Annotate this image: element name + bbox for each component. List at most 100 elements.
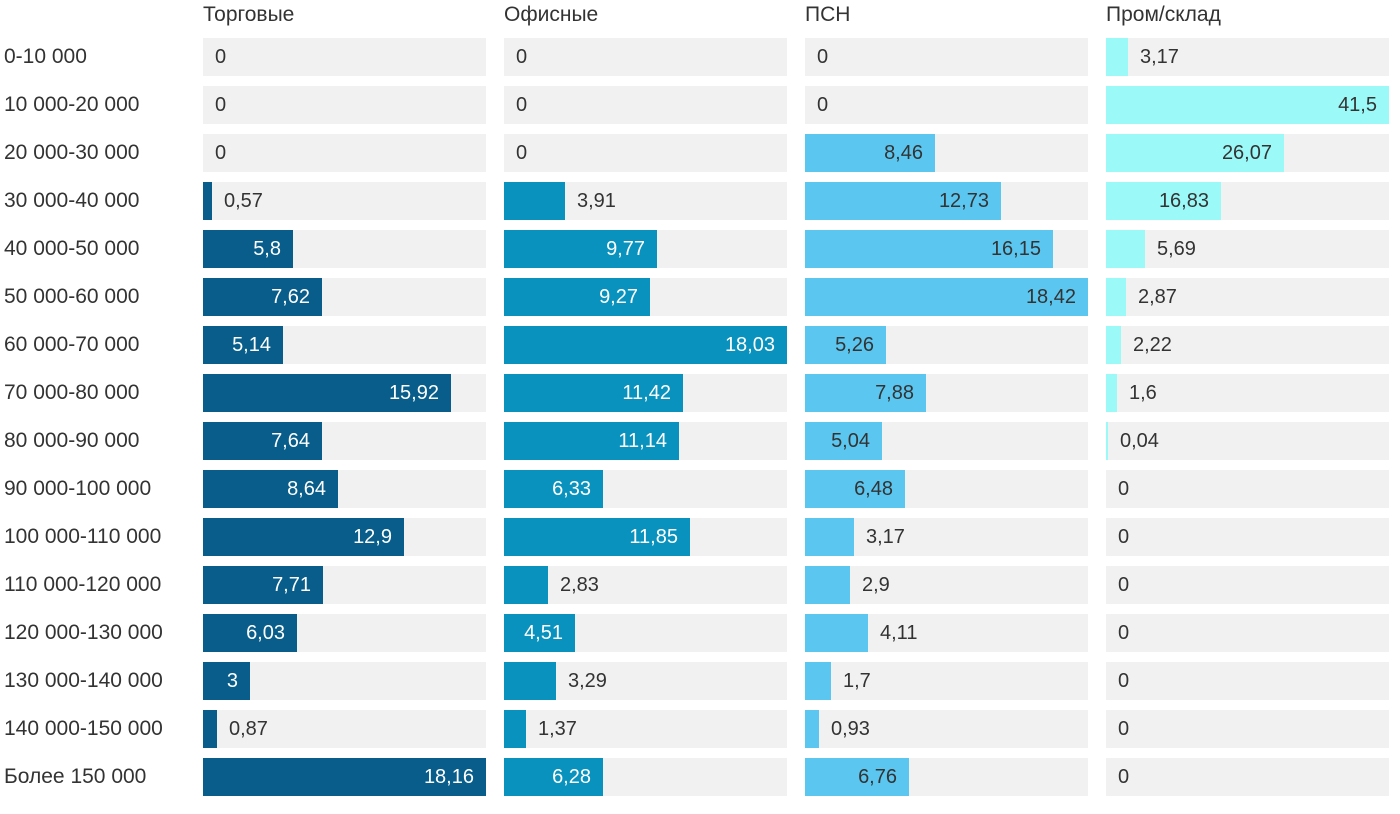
bar-track: 7,62: [203, 278, 486, 316]
value-label: 1,6: [1129, 382, 1157, 404]
value-label: 26,07: [1221, 142, 1272, 164]
bar-track: 2,22: [1106, 326, 1389, 364]
row-label: 20 000-30 000: [4, 141, 140, 164]
bar-track: 0: [1106, 518, 1389, 556]
row-label: 60 000-70 000: [4, 333, 140, 356]
bar: [504, 614, 575, 652]
bar: [203, 470, 338, 508]
value-label: 2,87: [1138, 286, 1177, 308]
bar: [805, 326, 886, 364]
value-label: 0: [1118, 718, 1130, 740]
bar: [805, 182, 1001, 220]
row-label: 80 000-90 000: [4, 429, 140, 452]
bar-track: 0: [1106, 566, 1389, 604]
bar: [504, 374, 683, 412]
bar-track: 0: [1106, 470, 1389, 508]
bar-track: 9,77: [504, 230, 787, 268]
value-label: 15,92: [388, 382, 439, 404]
bar: [203, 326, 283, 364]
bar-track: 7,71: [203, 566, 486, 604]
bar-track: 0: [805, 38, 1088, 76]
bar-track: 11,14: [504, 422, 787, 460]
bar-track: 11,85: [504, 518, 787, 556]
bar: [203, 518, 404, 556]
value-label: 0: [1118, 766, 1130, 788]
value-label: 0: [1118, 526, 1130, 548]
bar: [805, 422, 882, 460]
bar: [203, 278, 322, 316]
value-label: 16,15: [990, 238, 1041, 260]
value-label: 3,17: [1140, 46, 1179, 68]
value-label: 0: [817, 46, 829, 68]
bar: [805, 134, 935, 172]
value-label: 6,48: [854, 478, 893, 500]
bar-track: 4,11: [805, 614, 1088, 652]
value-label: 0: [1118, 574, 1130, 596]
bar-track: 6,76: [805, 758, 1088, 796]
value-label: 7,64: [271, 430, 310, 452]
value-label: 0: [516, 46, 528, 68]
bar-track: 6,03: [203, 614, 486, 652]
bar: [805, 518, 854, 556]
row-label: 140 000-150 000: [4, 717, 163, 740]
bar: [805, 710, 819, 748]
value-label: 0,93: [831, 718, 870, 740]
bar: [1106, 422, 1108, 460]
bar-track: 0,04: [1106, 422, 1389, 460]
value-label: 4,11: [880, 622, 918, 644]
bar-track: 8,64: [203, 470, 486, 508]
column-header-psn: ПСН: [805, 3, 851, 26]
value-label: 0,04: [1120, 430, 1159, 452]
bar-track: 2,9: [805, 566, 1088, 604]
value-label: 3,29: [568, 670, 607, 692]
value-label: 18,42: [1025, 286, 1076, 308]
row-label: 120 000-130 000: [4, 621, 163, 644]
bar: [203, 758, 486, 796]
value-label: 5,8: [253, 238, 281, 260]
value-label: 7,88: [875, 382, 914, 404]
value-label: 5,26: [835, 334, 874, 356]
bar: [504, 326, 787, 364]
bar-track: 15,92: [203, 374, 486, 412]
value-label: 6,03: [246, 622, 285, 644]
bar: [805, 374, 926, 412]
bar-track: 1,6: [1106, 374, 1389, 412]
grouped-bar-chart: Торговые Офисные ПСН Пром/склад 0-10 000…: [4, 3, 1389, 796]
bar: [805, 566, 850, 604]
bar: [805, 662, 831, 700]
bar-track: 3: [203, 662, 486, 700]
value-label: 8,46: [884, 142, 923, 164]
value-label: 0: [1118, 622, 1130, 644]
value-label: 12,73: [938, 190, 989, 212]
value-label: 6,76: [858, 766, 897, 788]
bar: [805, 278, 1088, 316]
bar: [1106, 134, 1284, 172]
bar: [504, 566, 548, 604]
bar-track: 7,64: [203, 422, 486, 460]
bar-track: 8,46: [805, 134, 1088, 172]
bar-track: 5,26: [805, 326, 1088, 364]
bar: [1106, 278, 1126, 316]
value-label: 16,83: [1158, 190, 1209, 212]
value-label: 0: [817, 94, 829, 116]
bar: [504, 278, 650, 316]
row-label: 0-10 000: [4, 45, 87, 68]
value-label: 18,16: [423, 766, 474, 788]
row-label: 90 000-100 000: [4, 477, 152, 500]
row-label: 70 000-80 000: [4, 381, 140, 404]
value-label: 9,27: [599, 286, 638, 308]
bar: [1106, 38, 1128, 76]
row-label: 100 000-110 000: [4, 525, 162, 548]
value-label: 5,69: [1157, 238, 1196, 260]
bar: [805, 230, 1053, 268]
bar-track: 16,83: [1106, 182, 1389, 220]
value-label: 0: [215, 94, 227, 116]
bar: [203, 374, 451, 412]
bar: [805, 614, 868, 652]
value-label: 5,14: [232, 334, 271, 356]
bar-track: 1,37: [504, 710, 787, 748]
bar-track: 3,91: [504, 182, 787, 220]
value-label: 8,64: [287, 478, 326, 500]
bar-track: 6,33: [504, 470, 787, 508]
value-label: 6,33: [552, 478, 591, 500]
